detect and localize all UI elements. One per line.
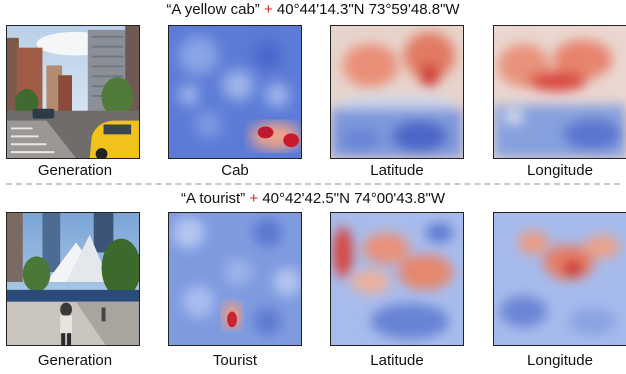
- row-1-prompt: “A yellow cab”: [166, 1, 260, 18]
- row-2-caption-tourist: Tourist: [212, 352, 258, 369]
- heatmap-latitude: [331, 26, 463, 158]
- row-1-longitude-heatmap: [493, 25, 626, 159]
- row-2-caption-latitude: Latitude: [370, 352, 424, 369]
- row-divider: [6, 183, 620, 185]
- row-1-caption-longitude: Longitude: [527, 162, 593, 179]
- street-photo-cab: [7, 26, 139, 158]
- heatmap-longitude-2: [494, 213, 626, 345]
- row-2-generation-image: [6, 212, 140, 346]
- row-2-tourist-heatmap: [168, 212, 302, 346]
- row-2-prompt: “A tourist”: [181, 190, 246, 207]
- row-1-title: “A yellow cab” + 40°44'14.3"N 73°59'48.8…: [0, 1, 626, 19]
- row-1-caption-generation: Generation: [37, 162, 113, 179]
- row-1-generation-image: [6, 25, 140, 159]
- row-2-caption-longitude: Longitude: [527, 352, 593, 369]
- row-1-cab-heatmap: [168, 25, 302, 159]
- heatmap-cab: [169, 26, 301, 158]
- row-2-coords: 40°42'42.5"N 74°00'43.8"W: [262, 190, 445, 207]
- heatmap-latitude-2: [331, 213, 463, 345]
- street-photo-tourist: [7, 213, 139, 345]
- row-1-plus: +: [263, 1, 273, 18]
- row-2-caption-generation: Generation: [37, 352, 113, 369]
- row-2-plus: +: [249, 190, 259, 207]
- row-2-title: “A tourist” + 40°42'42.5"N 74°00'43.8"W: [0, 190, 626, 208]
- row-2-longitude-heatmap: [493, 212, 626, 346]
- row-1-latitude-heatmap: [330, 25, 464, 159]
- row-1-coords: 40°44'14.3"N 73°59'48.8"W: [276, 1, 460, 18]
- heatmap-longitude: [494, 26, 626, 158]
- row-1-caption-cab: Cab: [221, 162, 249, 179]
- row-1-caption-latitude: Latitude: [370, 162, 424, 179]
- heatmap-tourist: [169, 213, 301, 345]
- row-2-latitude-heatmap: [330, 212, 464, 346]
